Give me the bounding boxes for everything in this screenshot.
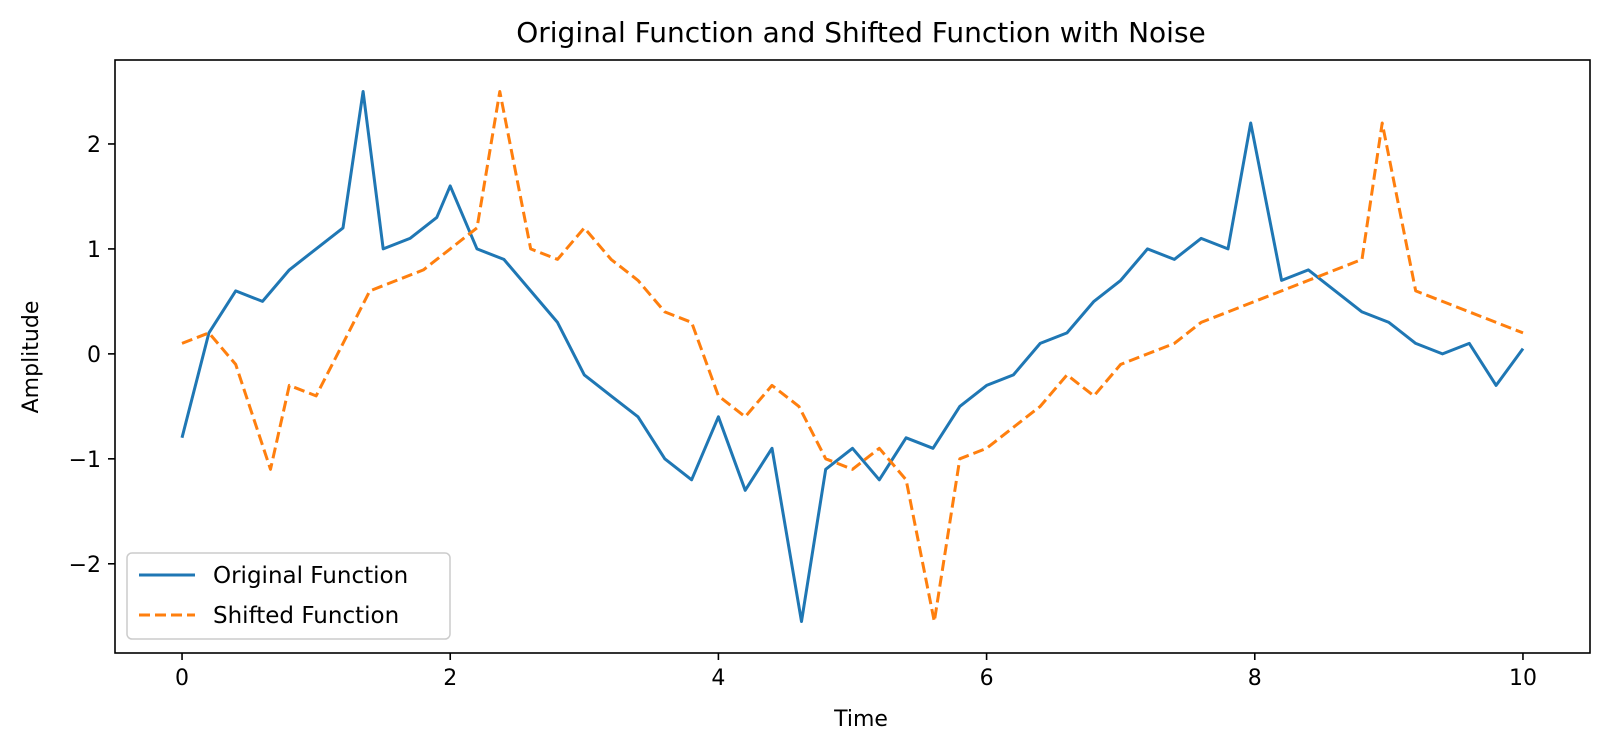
x-tick-label: 0	[175, 666, 189, 691]
y-tick-label: −2	[69, 553, 101, 578]
y-tick-label: −1	[69, 448, 101, 473]
x-axis-label: Time	[833, 707, 888, 732]
legend-label-original: Original Function	[213, 563, 408, 589]
y-tick-label: 2	[87, 133, 101, 158]
x-tick-label: 10	[1509, 666, 1537, 691]
x-tick-label: 4	[711, 666, 725, 691]
y-tick-label: 0	[87, 343, 101, 368]
series-layer	[180, 90, 1525, 623]
x-tick-label: 8	[1248, 666, 1262, 691]
y-tick-label: 1	[87, 238, 101, 263]
legend-box	[126, 552, 451, 640]
x-tick-label: 2	[443, 666, 457, 691]
y-axis-label: Amplitude	[19, 301, 44, 414]
series-line-original	[180, 90, 1525, 623]
legend-label-shifted: Shifted Function	[213, 603, 399, 629]
ticks-layer: 0 2 4 6 8 10 −2 −1 0 1 2	[69, 133, 1537, 691]
chart-title: Original Function and Shifted Function w…	[516, 16, 1206, 49]
plot-frame	[114, 59, 1591, 654]
legend: Original Function Shifted Function	[126, 552, 451, 640]
series-line-shifted	[181, 90, 1524, 623]
x-tick-label: 6	[980, 666, 994, 691]
